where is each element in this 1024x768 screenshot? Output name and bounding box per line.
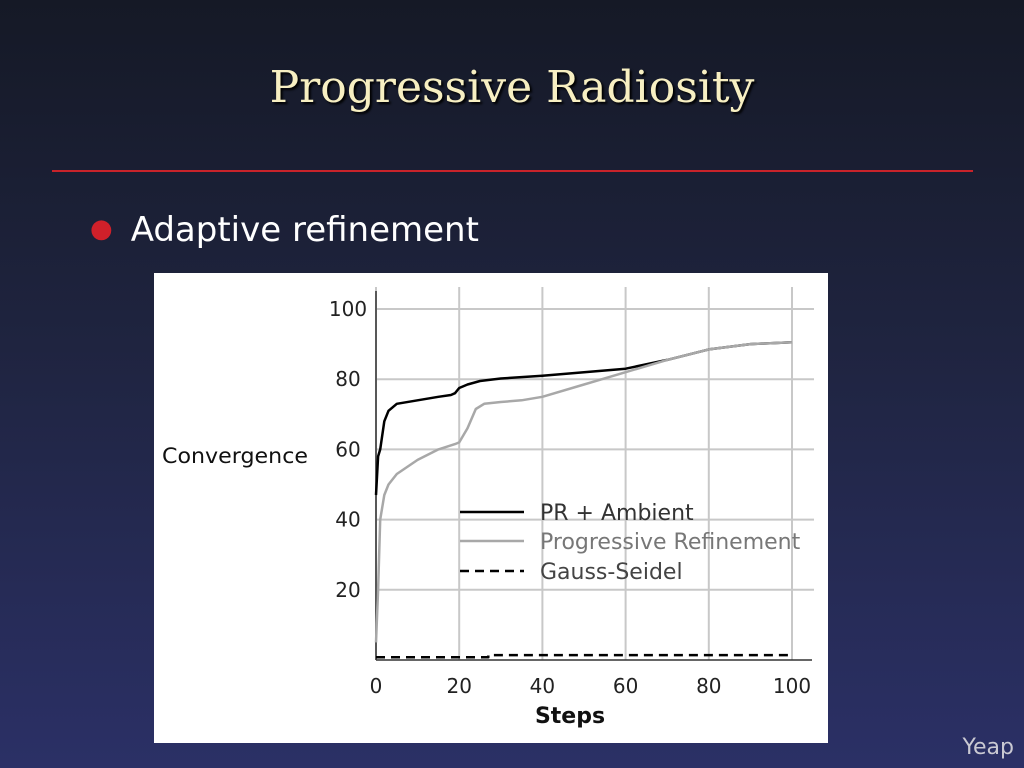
slide-title: Progressive Radiosity <box>269 62 755 113</box>
y-tick-label: 60 <box>335 437 360 461</box>
y-tick-label: 40 <box>335 508 360 532</box>
x-tick-label: 0 <box>370 674 383 698</box>
bullet-dot-icon: ● <box>90 214 113 244</box>
legend-label: Gauss-Seidel <box>540 560 683 585</box>
x-tick-label: 80 <box>696 674 721 698</box>
series-line <box>374 341 793 496</box>
convergence-chart: 0 20 40 60 80 100 20 40 60 80 100 Steps Convergence P… <box>162 287 814 729</box>
title-divider <box>52 170 973 172</box>
bullet-item: ● Adaptive refinement <box>90 210 479 250</box>
y-axis-label: Convergence <box>162 444 308 468</box>
x-axis-label: Steps <box>535 704 605 729</box>
legend-label: PR + Ambient <box>540 501 694 526</box>
y-tick-label: 100 <box>329 297 367 321</box>
bullet-text: Adaptive refinement <box>130 210 479 250</box>
x-tick-label: 60 <box>613 674 638 698</box>
series-line <box>374 341 793 643</box>
y-tick-label: 20 <box>335 578 360 602</box>
x-tick-label: 40 <box>530 674 555 698</box>
x-tick-label: 100 <box>773 674 811 698</box>
y-tick-label: 80 <box>335 367 360 391</box>
footer-author: Yeap <box>962 735 1015 760</box>
legend-label: Progressive Refinement <box>540 530 801 555</box>
series-line <box>376 653 792 659</box>
chart-image: 0 20 40 60 80 100 20 40 60 80 100 Steps Convergence P… <box>154 273 828 743</box>
x-tick-label: 20 <box>446 674 471 698</box>
